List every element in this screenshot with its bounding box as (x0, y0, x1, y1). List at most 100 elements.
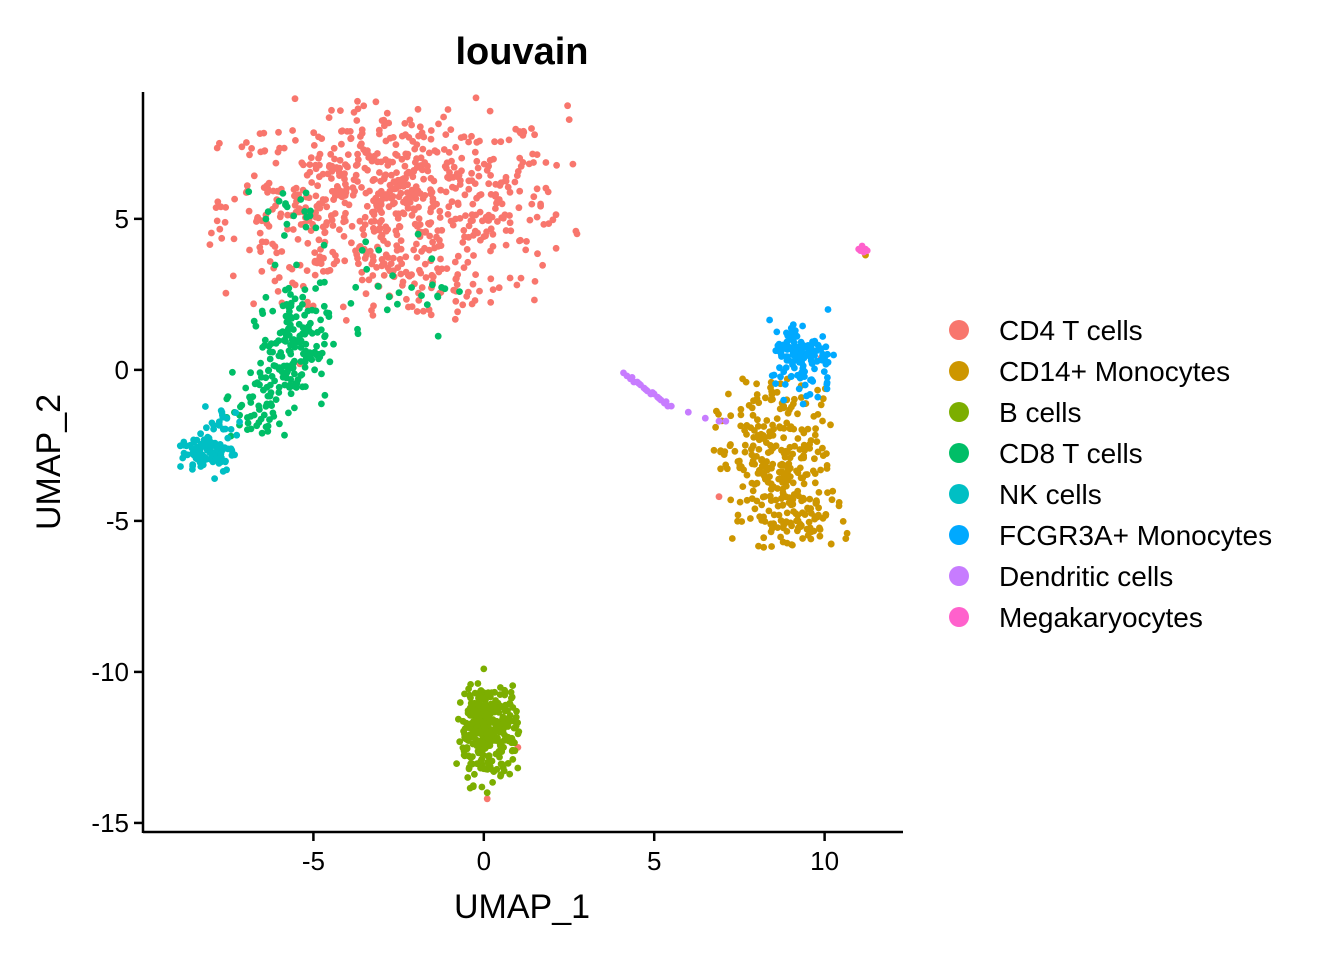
data-point (250, 172, 258, 180)
data-point (307, 154, 315, 162)
data-point (282, 332, 290, 340)
data-point (461, 725, 469, 732)
data-point (809, 467, 817, 475)
data-point (542, 159, 550, 166)
x-tick-label: -5 (302, 846, 325, 876)
data-point (753, 380, 760, 388)
legend-label: Megakaryocytes (999, 602, 1203, 633)
data-point (312, 307, 320, 315)
data-point (218, 234, 226, 242)
data-point (315, 236, 323, 244)
data-point (454, 252, 462, 260)
data-point (331, 210, 339, 217)
data-point (736, 498, 744, 506)
data-point (377, 187, 385, 195)
data-point (287, 291, 294, 298)
data-point (373, 202, 381, 210)
data-point (227, 445, 235, 453)
data-point (783, 419, 791, 427)
data-point (283, 220, 291, 228)
data-point (822, 512, 830, 519)
data-point (224, 434, 232, 442)
data-point (737, 411, 745, 419)
data-point (333, 257, 341, 265)
data-point (472, 94, 480, 102)
data-point (443, 265, 451, 272)
data-point (753, 479, 761, 487)
points-layer (176, 94, 871, 803)
data-point (489, 230, 497, 238)
series-nk-cells (176, 403, 244, 482)
data-point (511, 739, 518, 747)
data-point (737, 422, 745, 430)
data-point (193, 436, 201, 444)
data-point (442, 131, 450, 139)
data-point (213, 217, 221, 225)
data-point (376, 224, 384, 232)
data-point (835, 502, 843, 510)
data-point (403, 189, 411, 197)
data-point (301, 311, 308, 319)
data-point (314, 182, 321, 190)
data-point (482, 232, 489, 240)
data-point (819, 333, 827, 340)
data-point (816, 532, 824, 540)
data-point (236, 418, 244, 426)
data-point (495, 284, 503, 292)
data-point (453, 760, 460, 767)
data-point (818, 356, 826, 364)
data-point (490, 155, 497, 163)
data-point (228, 451, 236, 459)
data-point (276, 144, 283, 152)
data-point (741, 448, 749, 456)
data-point (321, 340, 328, 348)
data-point (301, 364, 309, 371)
data-point (463, 246, 471, 253)
data-point (358, 184, 365, 191)
data-point (348, 222, 356, 230)
data-point (370, 224, 377, 232)
data-point (297, 344, 305, 351)
data-point (315, 154, 322, 162)
data-point (717, 465, 724, 473)
data-point (649, 389, 656, 396)
data-point (487, 172, 494, 179)
data-point (725, 390, 732, 398)
data-point (418, 292, 425, 299)
data-point (289, 360, 297, 367)
data-point (776, 364, 783, 372)
data-point (327, 150, 335, 158)
data-point (282, 200, 289, 207)
data-point (496, 691, 504, 698)
data-point (491, 725, 499, 732)
data-point (530, 159, 537, 166)
data-point (863, 247, 871, 255)
data-point (403, 295, 410, 303)
data-point (346, 127, 354, 135)
data-point (512, 125, 520, 133)
data-point (297, 358, 305, 365)
data-point (485, 729, 493, 737)
data-point (737, 405, 745, 413)
data-point (523, 238, 530, 245)
data-point (301, 208, 309, 215)
data-point (370, 211, 378, 219)
data-point (842, 535, 850, 542)
data-point (384, 264, 392, 272)
data-point (356, 142, 364, 150)
data-point (438, 284, 445, 291)
data-point (516, 154, 524, 162)
data-point (427, 135, 435, 143)
data-point (301, 286, 309, 293)
data-point (288, 336, 296, 344)
data-point (767, 497, 775, 504)
data-point (233, 431, 241, 439)
data-point (492, 205, 499, 212)
data-point (767, 528, 775, 536)
data-point (286, 308, 293, 315)
data-point (215, 421, 223, 428)
data-point (247, 425, 255, 433)
data-point (748, 404, 756, 412)
data-point (255, 402, 263, 410)
data-point (330, 196, 337, 204)
